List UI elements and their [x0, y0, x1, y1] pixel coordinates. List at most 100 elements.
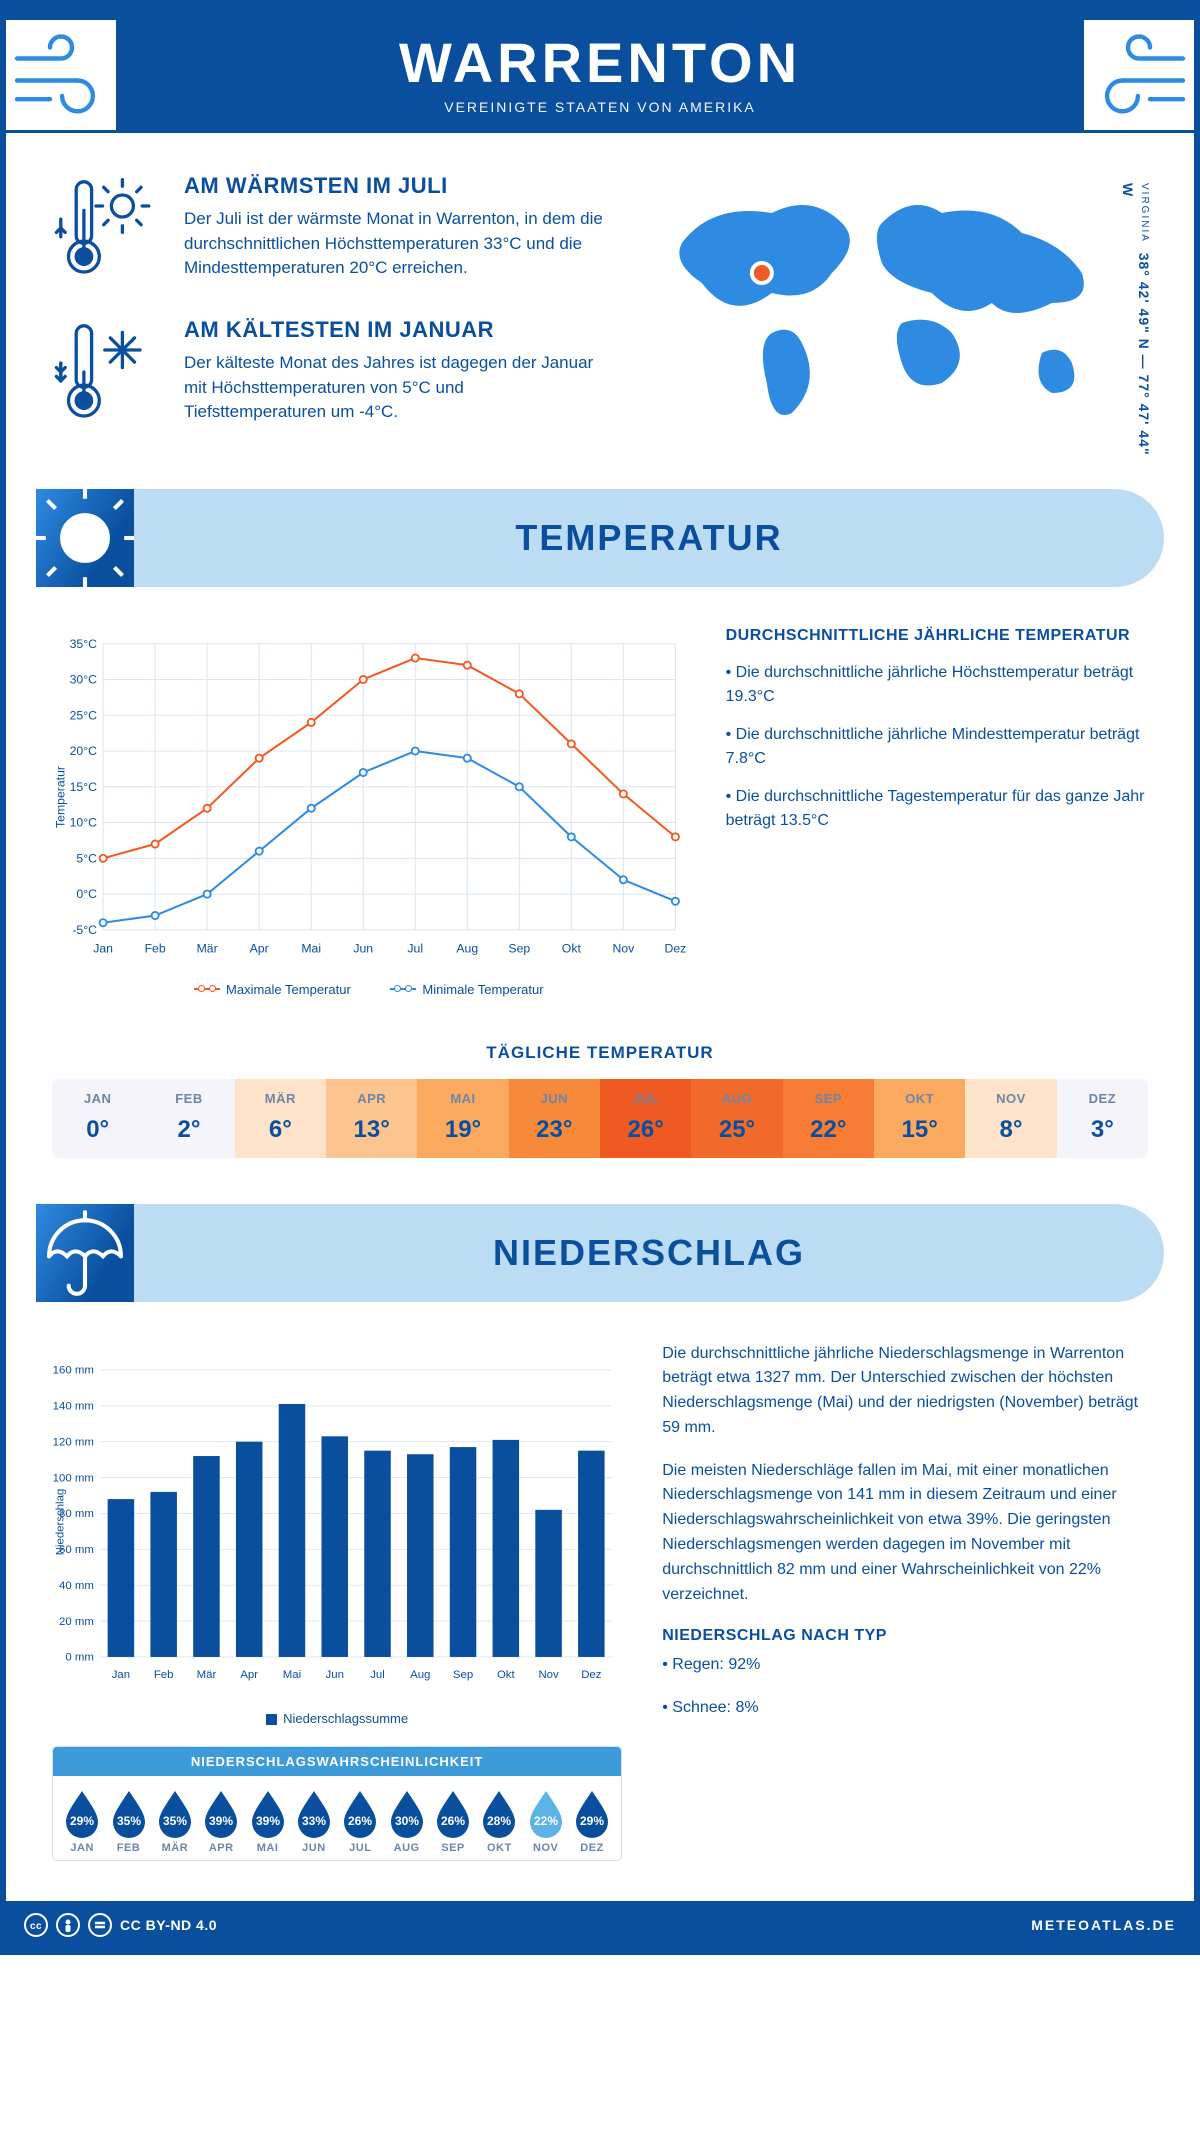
svg-text:39%: 39%	[209, 1814, 233, 1828]
svg-text:35°C: 35°C	[70, 637, 98, 651]
daily-temp-cell: OKT15°	[874, 1079, 965, 1158]
svg-text:33%: 33%	[302, 1814, 326, 1828]
umbrella-icon	[36, 1204, 134, 1302]
svg-text:Mai: Mai	[301, 941, 321, 955]
svg-text:25°C: 25°C	[70, 708, 98, 722]
svg-text:29%: 29%	[580, 1814, 604, 1828]
precip-prob-drop: 29% JAN	[59, 1788, 105, 1854]
temperature-chart-legend: Maximale Temperatur Minimale Temperatur	[52, 978, 686, 997]
daily-temp-title: TÄGLICHE TEMPERATUR	[6, 1043, 1194, 1063]
svg-text:Sep: Sep	[508, 941, 530, 955]
intro-section: AM WÄRMSTEN IM JULI Der Juli ist der wär…	[6, 133, 1194, 489]
svg-text:160 mm: 160 mm	[53, 1364, 94, 1376]
daily-temp-cell: MÄR6°	[235, 1079, 326, 1158]
svg-text:Okt: Okt	[562, 941, 582, 955]
svg-text:Okt: Okt	[497, 1668, 516, 1680]
svg-text:120 mm: 120 mm	[53, 1436, 94, 1448]
daily-temp-cell: JUL26°	[600, 1079, 691, 1158]
svg-text:Dez: Dez	[581, 1668, 602, 1680]
svg-text:Jan: Jan	[112, 1668, 130, 1680]
precip-prob-drop: 39% MAI	[244, 1788, 290, 1854]
precip-chart-legend: Niederschlagssumme	[52, 1711, 622, 1726]
coldest-text: Der kälteste Monat des Jahres ist dagege…	[184, 351, 606, 425]
sun-icon	[36, 489, 134, 587]
svg-text:15°C: 15°C	[70, 780, 98, 794]
precip-prob-drop: 22% NOV	[523, 1788, 569, 1854]
precip-prob-drop: 26% JUL	[337, 1788, 383, 1854]
precip-prob-drop: 33% JUN	[291, 1788, 337, 1854]
precip-probability-box: NIEDERSCHLAGSWAHRSCHEINLICHKEIT 29% JAN …	[52, 1746, 622, 1861]
section-bar-precip: NIEDERSCHLAG	[36, 1204, 1164, 1302]
page-frame: WARRENTON VEREINIGTE STAATEN VON AMERIKA	[0, 0, 1200, 1955]
svg-text:Feb: Feb	[154, 1668, 174, 1680]
svg-text:Mär: Mär	[197, 941, 218, 955]
svg-text:Temperatur: Temperatur	[53, 766, 67, 828]
section-title-temperature: TEMPERATUR	[134, 517, 1164, 559]
world-map: VIRGINIA 38° 42' 49" N — 77° 47' 44" W	[636, 173, 1148, 461]
svg-text:Jan: Jan	[93, 941, 113, 955]
warmest-text: Der Juli ist der wärmste Monat in Warren…	[184, 207, 606, 281]
precip-prob-drop: 30% AUG	[383, 1788, 429, 1854]
svg-text:Mär: Mär	[197, 1668, 217, 1680]
section-bar-temperature: TEMPERATUR	[36, 489, 1164, 587]
daily-temp-cell: JUN23°	[509, 1079, 600, 1158]
daily-temp-cell: APR13°	[326, 1079, 417, 1158]
svg-text:Jul: Jul	[407, 941, 423, 955]
page-title: WARRENTON	[6, 30, 1194, 95]
svg-text:Sep: Sep	[453, 1668, 473, 1680]
svg-text:Nov: Nov	[538, 1668, 559, 1680]
svg-text:30°C: 30°C	[70, 673, 98, 687]
svg-text:-5°C: -5°C	[72, 923, 97, 937]
svg-text:5°C: 5°C	[76, 851, 97, 865]
precip-prob-drop: 39% APR	[198, 1788, 244, 1854]
svg-text:Jun: Jun	[326, 1668, 344, 1680]
precip-prob-drop: 28% OKT	[476, 1788, 522, 1854]
precip-bar-chart: 0 mm20 mm40 mm60 mm80 mm100 mm120 mm140 …	[52, 1342, 622, 1702]
section-title-precip: NIEDERSCHLAG	[134, 1232, 1164, 1274]
footer-bar: cc CC BY-ND 4.0 METEOATLAS.DE	[6, 1901, 1194, 1949]
temperature-line-chart: -5°C 0°C 5°C 10°C 15°C 20°C 25°C 30°C 35°C Jan Feb…	[52, 627, 686, 997]
header-bar: WARRENTON VEREINIGTE STAATEN VON AMERIKA	[6, 6, 1194, 133]
svg-text:Aug: Aug	[456, 941, 478, 955]
svg-text:Dez: Dez	[664, 941, 686, 955]
svg-text:29%: 29%	[70, 1814, 94, 1828]
nd-icon	[88, 1913, 112, 1937]
svg-text:Aug: Aug	[410, 1668, 430, 1680]
temperature-facts: DURCHSCHNITTLICHE JÄHRLICHE TEMPERATUR •…	[726, 627, 1148, 997]
svg-text:30%: 30%	[395, 1814, 419, 1828]
precip-prob-drop: 35% MÄR	[152, 1788, 198, 1854]
svg-text:26%: 26%	[441, 1814, 465, 1828]
svg-text:Nov: Nov	[612, 941, 635, 955]
daily-temp-cell: JAN0°	[52, 1079, 143, 1158]
daily-temp-cell: FEB2°	[143, 1079, 234, 1158]
svg-text:Apr: Apr	[240, 1668, 258, 1680]
svg-text:0°C: 0°C	[76, 887, 97, 901]
svg-text:0 mm: 0 mm	[65, 1651, 93, 1663]
daily-temp-cell: MAI19°	[417, 1079, 508, 1158]
svg-text:140 mm: 140 mm	[53, 1400, 94, 1412]
svg-text:40 mm: 40 mm	[59, 1580, 94, 1592]
svg-text:10°C: 10°C	[70, 816, 98, 830]
svg-text:35%: 35%	[117, 1814, 141, 1828]
license-badge: cc CC BY-ND 4.0	[24, 1913, 217, 1937]
svg-text:26%: 26%	[348, 1814, 372, 1828]
page-subtitle: VEREINIGTE STAATEN VON AMERIKA	[6, 99, 1194, 115]
warmest-block: AM WÄRMSTEN IM JULI Der Juli ist der wär…	[52, 173, 606, 283]
svg-text:28%: 28%	[487, 1814, 511, 1828]
svg-text:20°C: 20°C	[70, 744, 98, 758]
svg-text:Apr: Apr	[250, 941, 269, 955]
svg-text:Feb: Feb	[145, 941, 166, 955]
svg-text:39%: 39%	[256, 1814, 280, 1828]
by-icon	[56, 1913, 80, 1937]
svg-text:20 mm: 20 mm	[59, 1615, 94, 1627]
precip-prob-drop: 35% FEB	[105, 1788, 151, 1854]
daily-temp-cell: DEZ3°	[1057, 1079, 1148, 1158]
coldest-title: AM KÄLTESTEN IM JANUAR	[184, 317, 606, 343]
svg-text:Niederschlag: Niederschlag	[54, 1488, 66, 1554]
thermometer-hot-icon	[52, 173, 162, 283]
brand-label: METEOATLAS.DE	[1031, 1917, 1176, 1933]
precip-text: Die durchschnittliche jährliche Niedersc…	[662, 1342, 1148, 1871]
svg-text:Mai: Mai	[283, 1668, 301, 1680]
svg-text:Jun: Jun	[353, 941, 373, 955]
svg-text:22%: 22%	[534, 1814, 558, 1828]
